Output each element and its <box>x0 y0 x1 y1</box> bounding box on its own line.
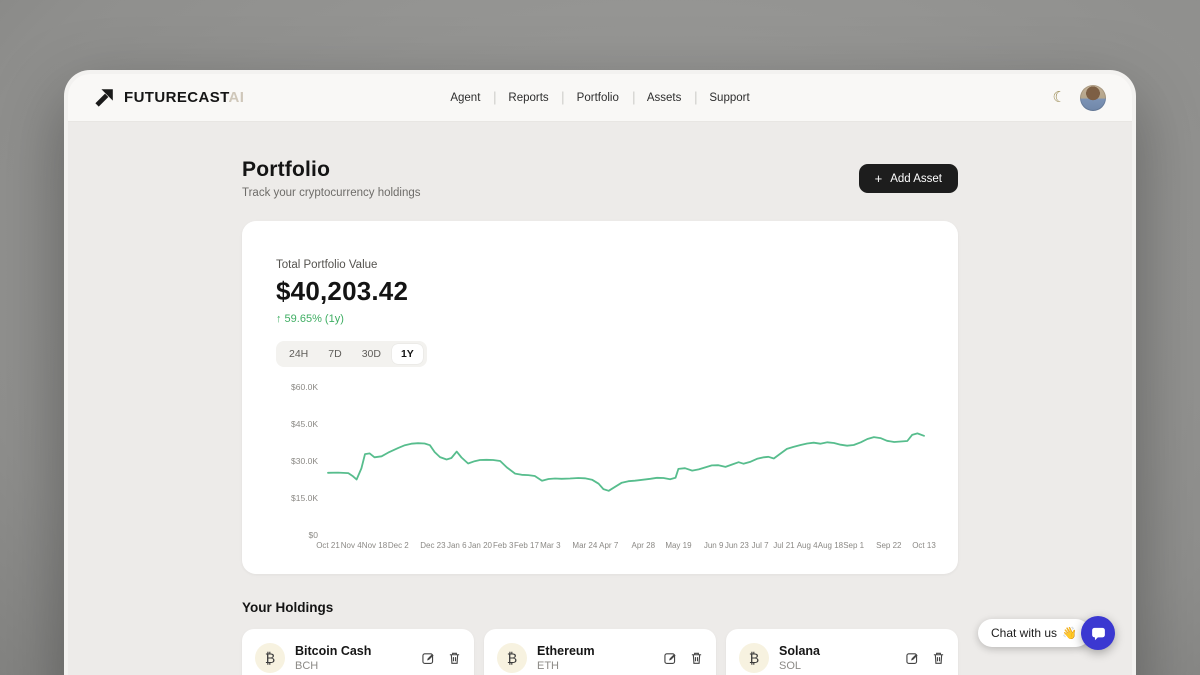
edit-holding-icon[interactable] <box>905 651 919 665</box>
holding-symbol: SOL <box>779 660 802 672</box>
topbar-right-controls: ☾ <box>1052 84 1106 111</box>
x-axis-tick: Apr 7 <box>599 541 619 550</box>
x-axis-tick: Jun 23 <box>724 541 749 550</box>
holdings-list: ₿ Bitcoin Cash BCH <box>242 629 958 675</box>
x-axis-tick: Aug 18 <box>817 541 844 550</box>
x-axis-tick: Jul 21 <box>773 541 795 550</box>
range-button-24h[interactable]: 24H <box>280 344 317 364</box>
dark-mode-moon-icon[interactable]: ☾ <box>1052 89 1066 106</box>
x-axis-tick: Mar 3 <box>540 541 561 550</box>
nav-item-reports[interactable]: Reports <box>494 92 562 104</box>
holdings-heading: Your Holdings <box>242 600 334 615</box>
portfolio-change-badge: ↑ 59.65% (1y) <box>276 313 344 325</box>
nav-item-assets[interactable]: Assets <box>633 92 696 104</box>
plus-icon: + <box>874 171 883 186</box>
holding-symbol: ETH <box>537 660 559 672</box>
y-axis-tick: $0 <box>308 530 318 540</box>
page-header: Portfolio Track your cryptocurrency hold… <box>242 158 958 199</box>
y-axis-tick: $30.0K <box>291 456 318 466</box>
y-axis-tick: $60.0K <box>291 382 318 392</box>
add-asset-button[interactable]: + Add Asset <box>858 164 958 193</box>
holding-card-eth: ₿ Ethereum ETH <box>484 629 716 675</box>
coin-icon: ₿ <box>497 643 527 673</box>
x-axis-tick: Feb 17 <box>514 541 539 550</box>
edit-holding-icon[interactable] <box>663 651 677 665</box>
holding-name: Solana <box>779 644 820 658</box>
edit-holding-icon[interactable] <box>421 651 435 665</box>
range-button-1y[interactable]: 1Y <box>391 344 423 364</box>
page-subtitle: Track your cryptocurrency holdings <box>242 187 421 199</box>
top-navigation-bar: FUTURECASTAI Agent Reports Portfolio Ass… <box>68 74 1132 122</box>
page-content: Portfolio Track your cryptocurrency hold… <box>68 122 1132 675</box>
main-nav: Agent Reports Portfolio Assets Support <box>436 74 763 121</box>
x-axis-tick: Nov 4 <box>340 541 362 550</box>
x-axis-tick: Oct 21 <box>316 541 340 550</box>
nav-item-support[interactable]: Support <box>695 92 763 104</box>
range-button-30d[interactable]: 30D <box>353 344 390 364</box>
x-axis-tick: Jan 6 <box>446 541 467 550</box>
x-axis-tick: Sep 22 <box>876 541 902 550</box>
delete-holding-icon[interactable] <box>690 651 703 665</box>
chart-x-axis: Oct 21 Nov 4 Nov 18 Dec 2 Dec 23 Jan 6 Jan 20 F… <box>316 541 936 553</box>
chat-bubble-icon <box>1091 627 1105 640</box>
x-axis-tick: Aug 4 <box>796 541 818 550</box>
chat-with-us-pill[interactable]: Chat with us 👋 <box>978 619 1090 647</box>
total-portfolio-label: Total Portfolio Value <box>276 259 378 271</box>
x-axis-tick: Nov 18 <box>361 541 388 550</box>
x-axis-tick: Dec 2 <box>387 541 409 550</box>
portfolio-chart-svg <box>327 432 925 492</box>
x-axis-tick: Sep 1 <box>843 541 865 550</box>
range-button-7d[interactable]: 7D <box>319 344 350 364</box>
x-axis-tick: Mar 24 <box>572 541 598 550</box>
y-axis-tick: $45.0K <box>291 419 318 429</box>
x-axis-tick: Jan 20 <box>467 541 492 550</box>
holding-card-sol: ₿ Solana SOL <box>726 629 958 675</box>
chart-y-axis: $60.0K $45.0K $30.0K $15.0K $0 <box>276 382 318 540</box>
nav-item-agent[interactable]: Agent <box>450 91 481 104</box>
holding-name: Ethereum <box>537 644 595 658</box>
coin-icon: ₿ <box>255 643 285 673</box>
wave-emoji: 👋 <box>1062 626 1077 640</box>
portfolio-line-chart: $60.0K $45.0K $30.0K $15.0K $0 Oct 21 Nov 4 No… <box>276 382 936 555</box>
holding-name: Bitcoin Cash <box>295 644 372 658</box>
holding-card-bch: ₿ Bitcoin Cash BCH <box>242 629 474 675</box>
delete-holding-icon[interactable] <box>932 651 945 665</box>
total-portfolio-value: $40,203.42 <box>276 276 409 306</box>
brand-wordmark: FUTURECASTAI <box>124 89 245 106</box>
x-axis-tick: Dec 23 <box>420 541 446 550</box>
coin-icon: ₿ <box>739 643 769 673</box>
page-title: Portfolio <box>242 158 331 181</box>
portfolio-value-card: Total Portfolio Value $40,203.42 ↑ 59.65… <box>242 221 958 574</box>
delete-holding-icon[interactable] <box>448 651 461 665</box>
user-avatar[interactable] <box>1080 84 1106 111</box>
x-axis-tick: Oct 13 <box>912 541 936 550</box>
nav-item-portfolio[interactable]: Portfolio <box>563 92 633 104</box>
x-axis-tick: May 19 <box>665 541 692 550</box>
x-axis-tick: Apr 28 <box>631 541 656 550</box>
x-axis-tick: Feb 3 <box>492 541 514 550</box>
x-axis-tick: Jul 7 <box>751 541 769 550</box>
chat-launcher-button[interactable] <box>1081 616 1115 650</box>
brand-logo[interactable]: FUTURECASTAI <box>94 87 244 108</box>
y-axis-tick: $15.0K <box>291 493 318 503</box>
x-axis-tick: Jun 9 <box>703 541 724 550</box>
holding-symbol: BCH <box>295 660 319 672</box>
app-window: FUTURECASTAI Agent Reports Portfolio Ass… <box>64 70 1136 675</box>
arrow-up-right-logo-icon <box>94 87 115 108</box>
time-range-selector: 24H 7D 30D 1Y <box>276 341 427 367</box>
